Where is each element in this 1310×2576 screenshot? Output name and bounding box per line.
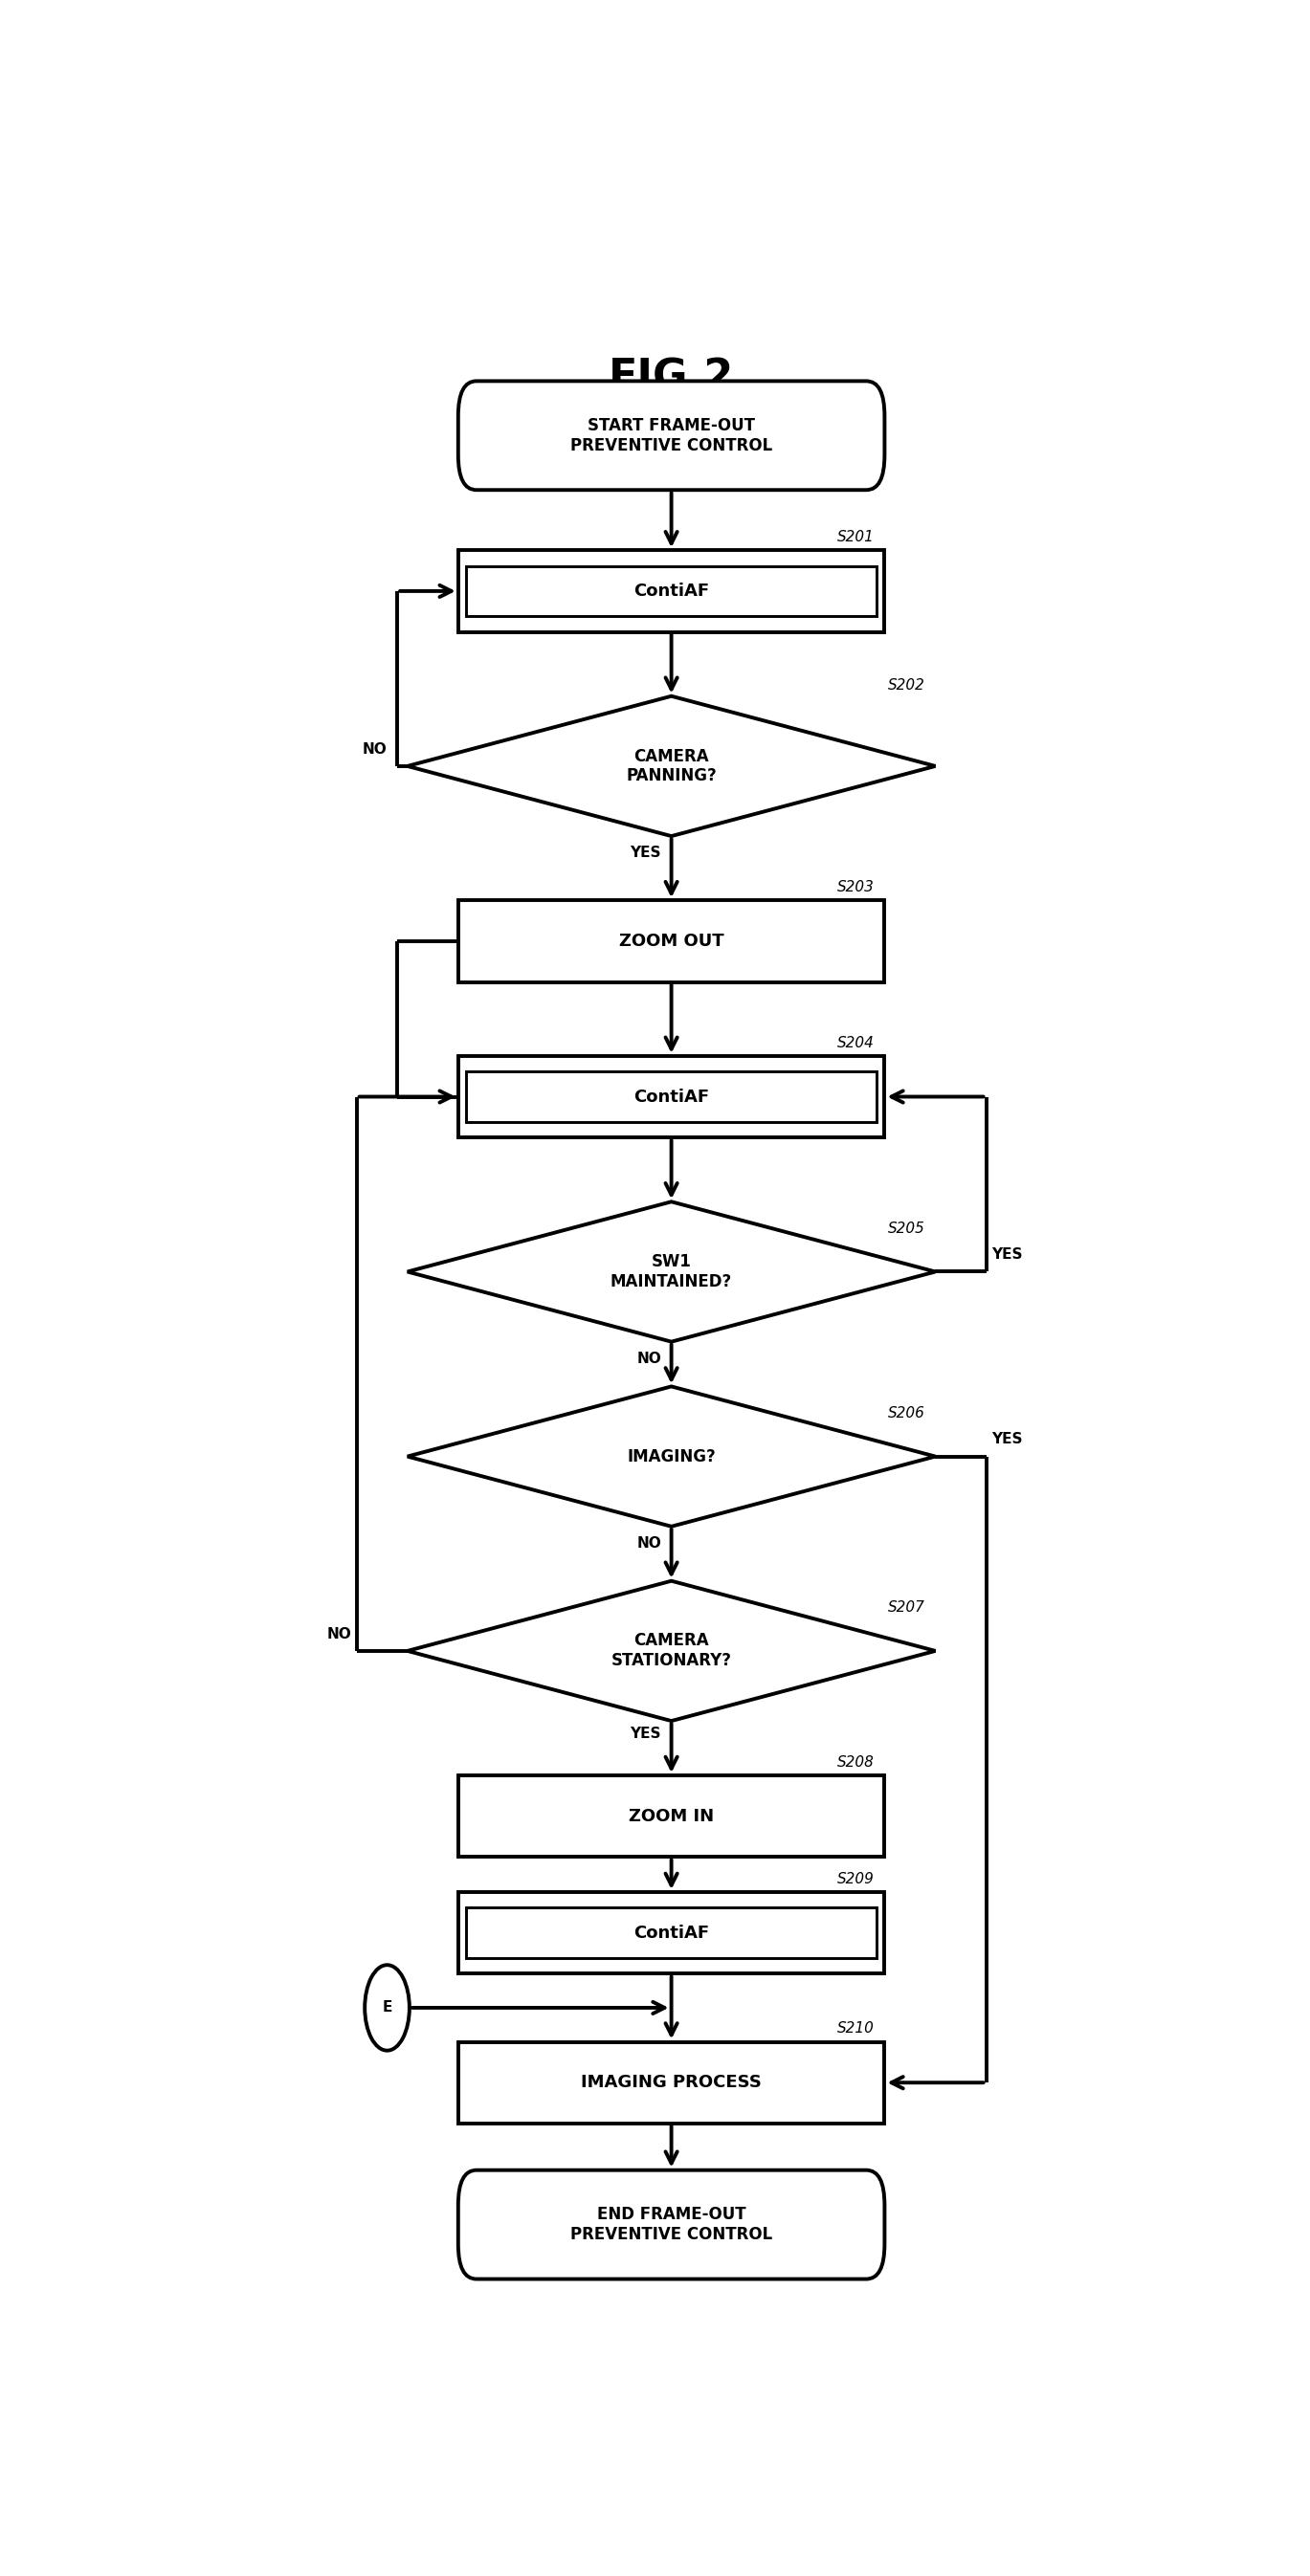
Bar <box>458 1775 884 1857</box>
Bar <box>466 567 876 616</box>
Text: FIG.2: FIG.2 <box>609 358 734 399</box>
Text: END FRAME-OUT
PREVENTIVE CONTROL: END FRAME-OUT PREVENTIVE CONTROL <box>570 2205 773 2244</box>
Text: NO: NO <box>328 1628 351 1641</box>
FancyBboxPatch shape <box>458 381 884 489</box>
Text: S207: S207 <box>888 1600 925 1615</box>
Text: NO: NO <box>363 742 388 757</box>
Text: CAMERA
STATIONARY?: CAMERA STATIONARY? <box>610 1633 732 1669</box>
Text: YES: YES <box>992 1247 1022 1262</box>
Polygon shape <box>407 1386 935 1528</box>
Text: ZOOM IN: ZOOM IN <box>629 1808 714 1824</box>
Text: NO: NO <box>637 1535 662 1551</box>
Text: S210: S210 <box>837 2022 875 2035</box>
Text: YES: YES <box>992 1432 1022 1448</box>
Text: S203: S203 <box>837 881 875 894</box>
Text: S209: S209 <box>837 1873 875 1886</box>
Text: S208: S208 <box>837 1754 875 1770</box>
Bar <box>458 551 884 631</box>
Text: IMAGING PROCESS: IMAGING PROCESS <box>582 2074 761 2092</box>
FancyBboxPatch shape <box>458 2169 884 2280</box>
Bar <box>458 899 884 981</box>
Text: NO: NO <box>637 1352 662 1365</box>
Polygon shape <box>407 1582 935 1721</box>
Text: S202: S202 <box>888 677 925 693</box>
Polygon shape <box>407 696 935 837</box>
Text: YES: YES <box>630 1726 662 1741</box>
Text: CAMERA
PANNING?: CAMERA PANNING? <box>626 747 717 786</box>
Text: ContiAF: ContiAF <box>634 1924 709 1942</box>
Text: ContiAF: ContiAF <box>634 582 709 600</box>
Bar <box>466 1909 876 1958</box>
Bar <box>458 2043 884 2123</box>
Bar <box>466 1072 876 1123</box>
Text: S205: S205 <box>888 1221 925 1236</box>
Text: S204: S204 <box>837 1036 875 1051</box>
Text: IMAGING?: IMAGING? <box>627 1448 715 1466</box>
Text: ZOOM OUT: ZOOM OUT <box>618 933 724 951</box>
Text: YES: YES <box>630 845 662 860</box>
Text: START FRAME-OUT
PREVENTIVE CONTROL: START FRAME-OUT PREVENTIVE CONTROL <box>570 417 773 453</box>
Bar <box>458 1891 884 1973</box>
Text: E: E <box>383 2002 392 2014</box>
Bar <box>458 1056 884 1139</box>
Polygon shape <box>407 1200 935 1342</box>
Text: S201: S201 <box>837 531 875 544</box>
Circle shape <box>364 1965 410 2050</box>
Text: ContiAF: ContiAF <box>634 1087 709 1105</box>
Text: SW1
MAINTAINED?: SW1 MAINTAINED? <box>610 1252 732 1291</box>
Text: S206: S206 <box>888 1406 925 1419</box>
